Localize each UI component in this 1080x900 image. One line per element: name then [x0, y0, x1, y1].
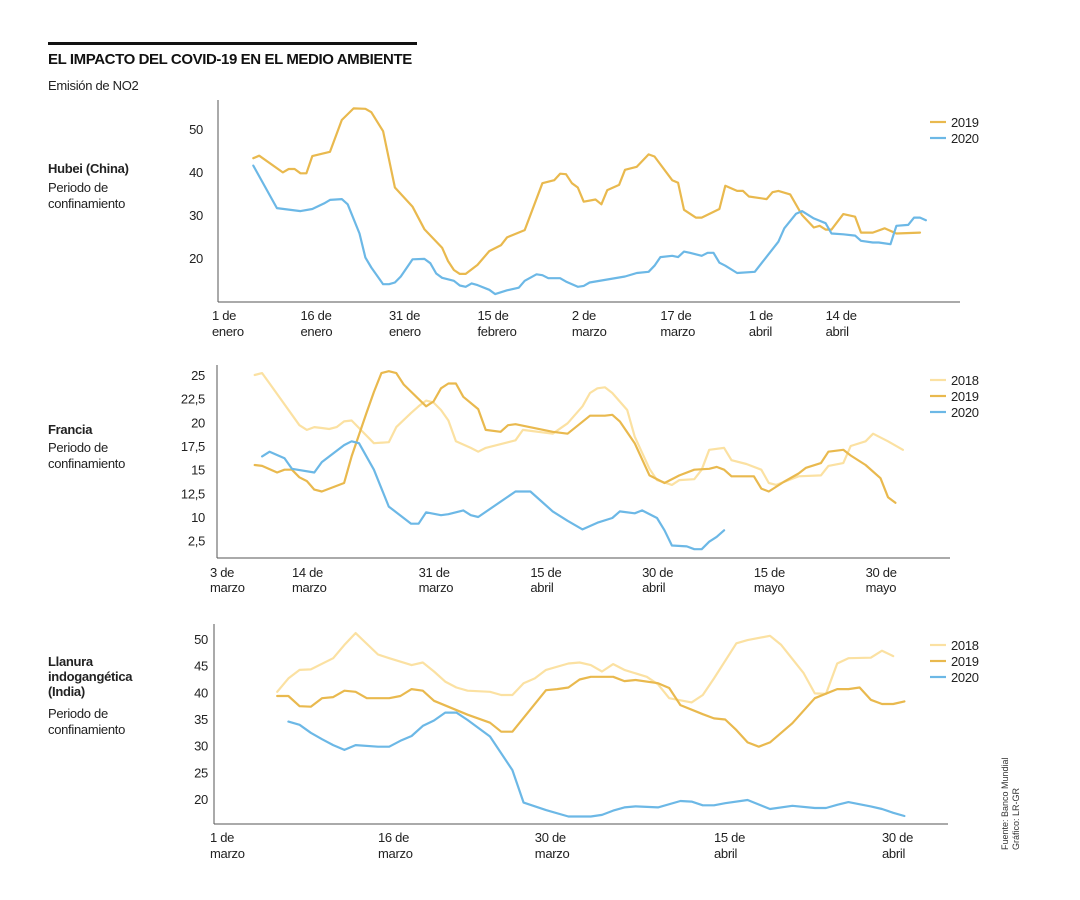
legend-label-2019: 2019	[951, 389, 979, 404]
legend-label-2020: 2020	[951, 670, 979, 685]
x-tick-label: abril	[882, 846, 905, 861]
region-name: Francia	[48, 422, 93, 437]
y-tick-label: 30	[194, 739, 208, 754]
y-tick-label: 25	[194, 765, 208, 780]
x-tick-label: 14 de	[826, 308, 857, 323]
y-tick-label: 40	[189, 165, 203, 180]
x-tick-label: 31 de	[419, 565, 450, 580]
legend-label-2018: 2018	[951, 373, 979, 388]
x-tick-label: marzo	[210, 846, 245, 861]
x-tick-label: 2 de	[572, 308, 596, 323]
y-tick-label: 10	[191, 510, 205, 525]
y-tick-label: 17,5	[181, 439, 205, 454]
x-tick-label: enero	[212, 324, 244, 339]
x-tick-label: abril	[826, 324, 849, 339]
series-line-2019	[253, 370, 897, 504]
y-tick-label: 22,5	[181, 392, 205, 407]
x-tick-label: 1 de	[749, 308, 773, 323]
y-tick-label: 15	[191, 463, 205, 478]
x-tick-label: mayo	[866, 580, 897, 595]
x-tick-label: 17 de	[660, 308, 691, 323]
lockdown-note-hubei: Periodo de confinamiento	[48, 180, 125, 212]
series-line-2020	[252, 164, 928, 296]
y-tick-label: 20	[189, 251, 203, 266]
x-tick-label: marzo	[210, 580, 245, 595]
x-tick-label: 15 de	[530, 565, 561, 580]
x-tick-label: 1 de	[210, 830, 234, 845]
x-tick-label: 15 de	[478, 308, 509, 323]
note-line: confinamiento	[48, 196, 126, 211]
legend-label-2019: 2019	[951, 115, 979, 130]
region-name: Hubei (China)	[48, 161, 129, 176]
x-tick-label: enero	[389, 324, 421, 339]
x-tick-label: marzo	[572, 324, 607, 339]
legend-label-2018: 2018	[951, 638, 979, 653]
series-line-2019	[252, 107, 922, 275]
y-tick-label: 35	[194, 712, 208, 727]
x-tick-label: 15 de	[714, 830, 745, 845]
x-tick-label: 30 de	[866, 565, 897, 580]
page-title: EL IMPACTO DEL COVID-19 EN EL MEDIO AMBI…	[48, 51, 412, 68]
lockdown-note-francia: Periodo de confinamiento	[48, 440, 125, 472]
x-tick-label: 16 de	[378, 830, 409, 845]
y-tick-label: 12,5	[181, 486, 205, 501]
series-line-2019	[276, 675, 906, 748]
x-tick-label: 15 de	[754, 565, 785, 580]
lockdown-note-india: Periodo de confinamiento	[48, 706, 125, 738]
y-tick-label: 20	[194, 792, 208, 807]
y-tick-label: 40	[194, 685, 208, 700]
x-tick-label: abril	[749, 324, 772, 339]
region-label-hubei: Hubei (China)	[48, 161, 129, 176]
y-tick-label: 50	[189, 122, 203, 137]
region-name: indogangética	[48, 669, 133, 684]
y-tick-label: 2,5	[188, 534, 205, 549]
y-tick-label: 20	[191, 415, 205, 430]
note-line: Periodo de	[48, 706, 108, 721]
legend-label-2020: 2020	[951, 405, 979, 420]
note-line: Periodo de	[48, 440, 108, 455]
series-line-2018	[253, 372, 905, 486]
x-tick-label: 16 de	[301, 308, 332, 323]
region-name: Llanura	[48, 654, 93, 669]
region-label-francia: Francia	[48, 422, 92, 437]
x-tick-label: marzo	[535, 846, 570, 861]
note-line: confinamiento	[48, 456, 126, 471]
title-rule	[48, 42, 417, 45]
x-tick-label: 14 de	[292, 565, 323, 580]
x-tick-label: febrero	[478, 324, 517, 339]
y-tick-label: 50	[194, 632, 208, 647]
x-tick-label: abril	[714, 846, 737, 861]
legend-label-2020: 2020	[951, 131, 979, 146]
x-tick-label: 3 de	[210, 565, 234, 580]
x-tick-label: 30 de	[882, 830, 913, 845]
x-tick-label: marzo	[378, 846, 413, 861]
x-tick-label: marzo	[660, 324, 695, 339]
x-tick-label: enero	[301, 324, 333, 339]
x-tick-label: 31 de	[389, 308, 420, 323]
y-tick-label: 30	[189, 208, 203, 223]
series-line-2018	[276, 631, 895, 704]
x-tick-label: 1 de	[212, 308, 236, 323]
series-line-2020	[287, 711, 906, 818]
x-tick-label: mayo	[754, 580, 785, 595]
x-tick-label: marzo	[419, 580, 454, 595]
series-line-2020	[261, 440, 726, 551]
x-tick-label: 30 de	[535, 830, 566, 845]
x-tick-label: abril	[642, 580, 665, 595]
x-tick-label: 30 de	[642, 565, 673, 580]
note-line: confinamiento	[48, 722, 126, 737]
y-tick-label: 45	[194, 659, 208, 674]
x-tick-label: abril	[530, 580, 553, 595]
region-label-india: Llanura indogangética (India)	[48, 654, 133, 699]
page-subtitle: Emisión de NO2	[48, 78, 139, 93]
note-line: Periodo de	[48, 180, 108, 195]
legend-label-2019: 2019	[951, 654, 979, 669]
y-tick-label: 25	[191, 368, 205, 383]
x-tick-label: marzo	[292, 580, 327, 595]
region-name: (India)	[48, 684, 85, 699]
